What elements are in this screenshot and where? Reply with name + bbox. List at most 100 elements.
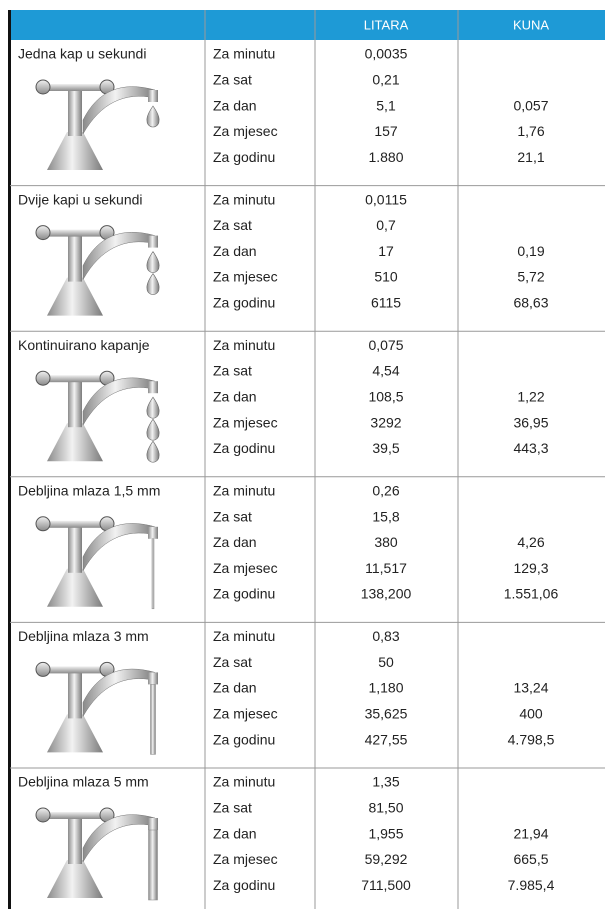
- faucet-handle: [45, 375, 105, 382]
- water-stream: [151, 684, 156, 754]
- period: Za mjesec: [213, 123, 278, 139]
- period: Za dan: [213, 534, 257, 550]
- period: Za mjesec: [213, 560, 278, 576]
- faucet-base: [47, 132, 103, 170]
- group-label: Jedna kap u sekundi: [18, 46, 146, 62]
- kuna: 665,5: [513, 851, 548, 867]
- faucet-base: [47, 423, 103, 461]
- group-label: Kontinuirano kapanje: [18, 337, 150, 353]
- drop: [147, 397, 159, 418]
- period: Za godinu: [213, 295, 275, 311]
- litara: 11,517: [365, 560, 407, 576]
- kuna: 13,24: [513, 680, 548, 696]
- header-kuna: KUNA: [513, 17, 549, 32]
- kuna: 1,22: [517, 389, 544, 405]
- litara: 0,075: [368, 337, 403, 353]
- faucet-nozzle: [148, 381, 158, 393]
- litara: 711,500: [361, 877, 411, 893]
- water-table: LITARA KUNA Jedna kap u sekundi Za minutu…: [0, 0, 605, 909]
- faucet-nozzle: [148, 818, 158, 830]
- faucet-handle: [45, 84, 105, 91]
- faucet-knob: [36, 226, 50, 240]
- kuna: 1.551,06: [504, 586, 559, 602]
- left-border: [8, 10, 11, 909]
- kuna: 4,26: [517, 534, 544, 550]
- kuna: 1,76: [517, 123, 544, 139]
- litara: 0,7: [376, 217, 396, 233]
- litara: 5,1: [376, 97, 396, 113]
- period: Za sat: [213, 654, 252, 670]
- litara: 17: [378, 243, 394, 259]
- period: Za sat: [213, 508, 252, 524]
- group-label: Debljina mlaza 1,5 mm: [18, 483, 160, 499]
- faucet-knob: [36, 371, 50, 385]
- period: Za dan: [213, 825, 257, 841]
- kuna: 0,057: [513, 97, 548, 113]
- faucet-spout: [83, 87, 155, 134]
- drop: [147, 274, 159, 295]
- kuna: 21,94: [513, 825, 548, 841]
- faucet-base: [47, 278, 103, 316]
- litara: 15,8: [372, 508, 399, 524]
- faucet-column: [68, 670, 82, 718]
- period: Za godinu: [213, 149, 275, 165]
- faucet-knob: [36, 808, 50, 822]
- drop: [147, 441, 159, 462]
- faucet-spout: [83, 232, 155, 279]
- kuna: 0,19: [517, 243, 544, 259]
- group-label: Debljina mlaza 3 mm: [18, 628, 149, 644]
- faucet-handle: [45, 666, 105, 673]
- period: Za godinu: [213, 440, 275, 456]
- faucet-base: [47, 860, 103, 898]
- litara: 0,0035: [365, 46, 408, 62]
- kuna: 7.985,4: [508, 877, 555, 893]
- period: Za sat: [213, 217, 252, 233]
- litara: 6115: [371, 295, 401, 311]
- kuna: 5,72: [517, 269, 544, 285]
- litara: 157: [374, 123, 398, 139]
- litara: 35,625: [365, 706, 408, 722]
- kuna: 400: [519, 706, 543, 722]
- faucet-column: [68, 234, 82, 282]
- faucet-knob: [36, 80, 50, 94]
- period: Za sat: [213, 800, 252, 816]
- period: Za godinu: [213, 586, 275, 602]
- faucet-column: [68, 525, 82, 573]
- drop: [147, 419, 159, 440]
- litara: 59,292: [365, 851, 408, 867]
- period: Za godinu: [213, 731, 275, 747]
- litara: 1,180: [368, 680, 403, 696]
- faucet-handle: [45, 812, 105, 819]
- drop: [147, 252, 159, 273]
- litara: 1,955: [368, 825, 403, 841]
- faucet-handle: [45, 521, 105, 528]
- drop: [147, 106, 159, 127]
- faucet-nozzle: [148, 90, 158, 102]
- group-label: Dvije kapi u sekundi: [18, 191, 143, 207]
- litara: 108,5: [368, 389, 403, 405]
- period: Za dan: [213, 680, 257, 696]
- water-stream: [149, 830, 158, 900]
- period: Za dan: [213, 97, 257, 113]
- litara: 39,5: [372, 440, 399, 456]
- header-litara: LITARA: [364, 17, 409, 32]
- litara: 81,50: [368, 800, 403, 816]
- litara: 4,54: [372, 363, 399, 379]
- kuna: 21,1: [517, 149, 544, 165]
- litara: 0,21: [372, 72, 399, 88]
- litara: 427,55: [365, 731, 408, 747]
- period: Za minutu: [213, 46, 275, 62]
- kuna: 129,3: [513, 560, 548, 576]
- period: Za minutu: [213, 337, 275, 353]
- group-label: Debljina mlaza 5 mm: [18, 774, 149, 790]
- period: Za dan: [213, 243, 257, 259]
- period: Za mjesec: [213, 414, 278, 430]
- period: Za dan: [213, 389, 257, 405]
- period: Za sat: [213, 363, 252, 379]
- faucet-knob: [36, 517, 50, 531]
- period: Za minutu: [213, 774, 275, 790]
- litara: 380: [374, 534, 398, 550]
- kuna: 4.798,5: [508, 731, 555, 747]
- faucet-nozzle: [148, 236, 158, 248]
- faucet-spout: [83, 378, 155, 425]
